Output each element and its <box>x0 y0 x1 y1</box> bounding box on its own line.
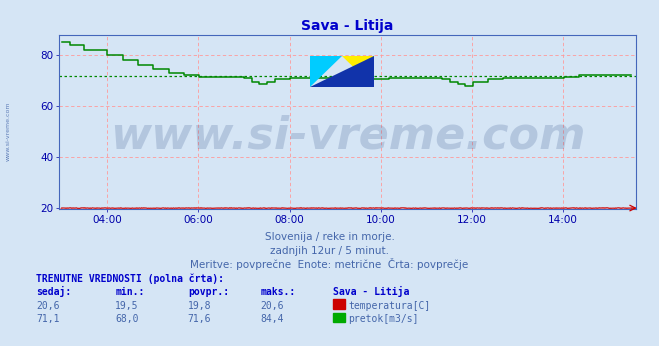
Text: Slovenija / reke in morje.: Slovenija / reke in morje. <box>264 233 395 243</box>
Text: min.:: min.: <box>115 287 145 297</box>
Polygon shape <box>310 56 342 87</box>
Text: sedaj:: sedaj: <box>36 286 71 297</box>
Text: povpr.:: povpr.: <box>188 287 229 297</box>
Text: maks.:: maks.: <box>260 287 295 297</box>
Text: 84,4: 84,4 <box>260 315 284 325</box>
Text: 19,5: 19,5 <box>115 301 139 311</box>
Text: TRENUTNE VREDNOSTI (polna črta):: TRENUTNE VREDNOSTI (polna črta): <box>36 273 224 284</box>
Polygon shape <box>342 56 374 87</box>
Text: 68,0: 68,0 <box>115 315 139 325</box>
Text: zadnjih 12ur / 5 minut.: zadnjih 12ur / 5 minut. <box>270 246 389 256</box>
Title: Sava - Litija: Sava - Litija <box>301 19 394 34</box>
Text: 19,8: 19,8 <box>188 301 212 311</box>
Text: Meritve: povprečne  Enote: metrične  Črta: povprečje: Meritve: povprečne Enote: metrične Črta:… <box>190 258 469 270</box>
Text: Sava - Litija: Sava - Litija <box>333 286 409 297</box>
Text: 20,6: 20,6 <box>260 301 284 311</box>
Text: www.si-vreme.com: www.si-vreme.com <box>110 115 585 157</box>
Text: www.si-vreme.com: www.si-vreme.com <box>5 102 11 161</box>
Text: temperatura[C]: temperatura[C] <box>348 301 430 311</box>
Text: 71,1: 71,1 <box>36 315 60 325</box>
Text: 20,6: 20,6 <box>36 301 60 311</box>
Text: 71,6: 71,6 <box>188 315 212 325</box>
Text: pretok[m3/s]: pretok[m3/s] <box>348 315 418 325</box>
Polygon shape <box>310 56 374 87</box>
